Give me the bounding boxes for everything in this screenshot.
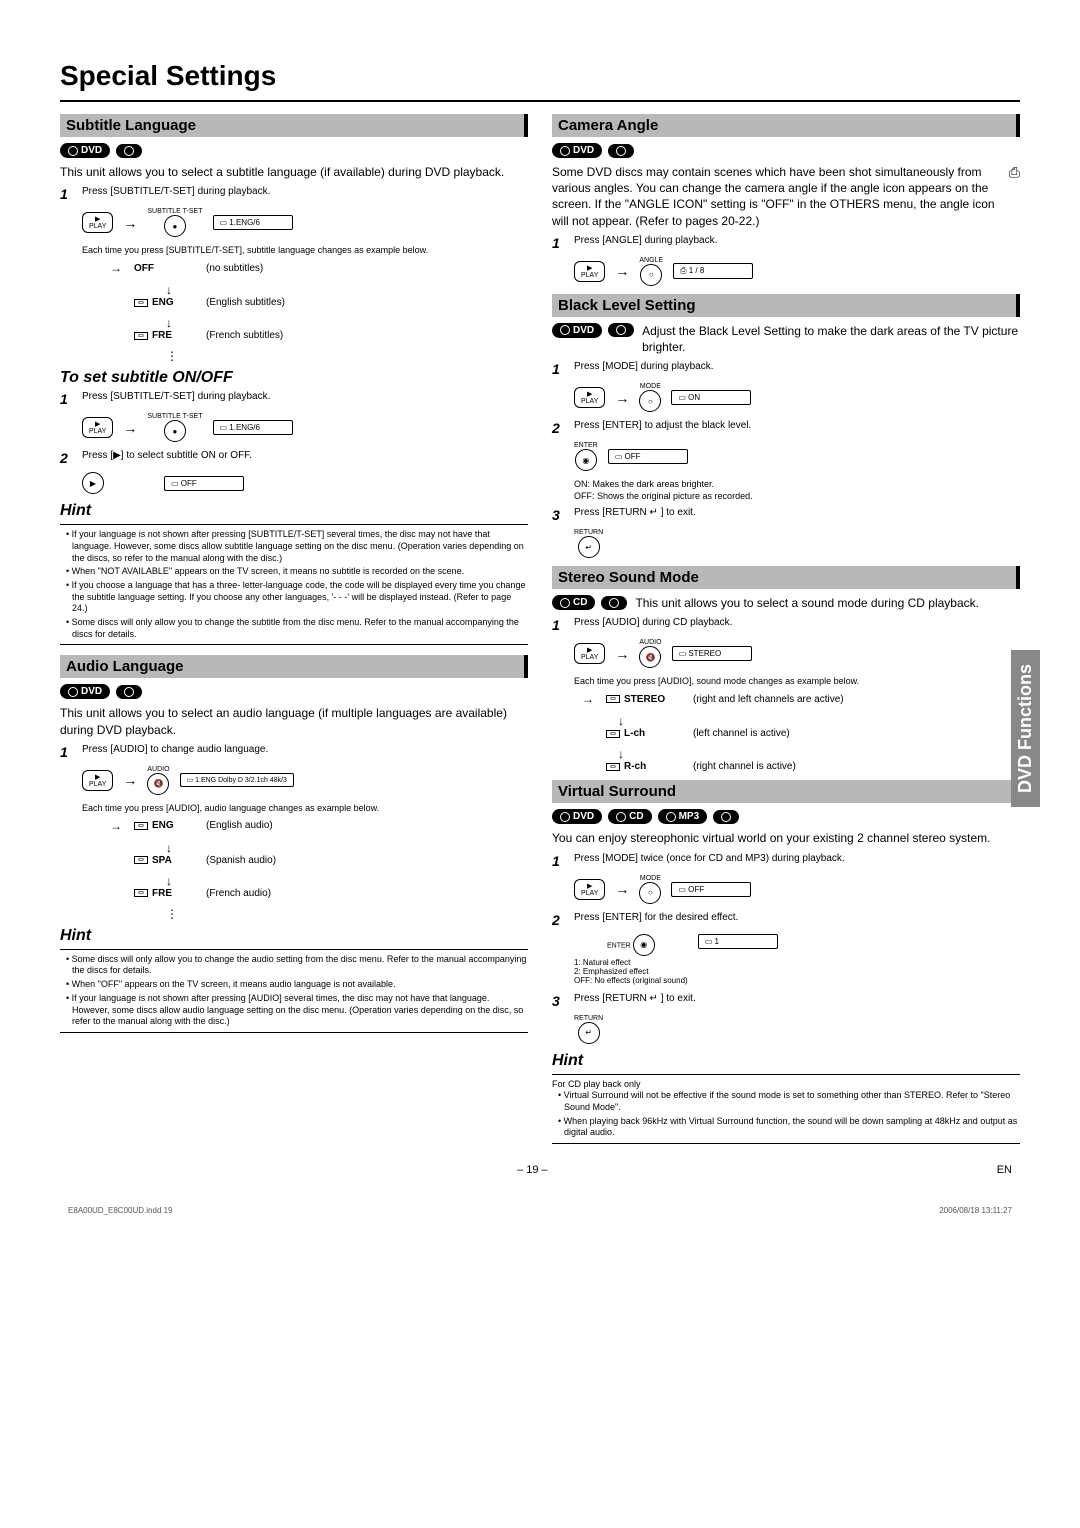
subtitle-lead: This unit allows you to select a subtitl… bbox=[60, 164, 528, 180]
badge-cd: CD bbox=[552, 595, 595, 610]
diagram-camera: ▶PLAY → ANGLE○ ⎙ 1 / 8 bbox=[574, 257, 1020, 286]
diagram-subtitle-1: ▶PLAY → SUBTITLE T-SET● ▭ 1.ENG/6 bbox=[82, 208, 528, 237]
page-footer: – 19 – EN bbox=[60, 1164, 1020, 1176]
return-button-icon: ↵ bbox=[578, 536, 600, 558]
title-rule bbox=[60, 100, 1020, 102]
section-stereo: Stereo Sound Mode bbox=[552, 566, 1020, 589]
hint-heading: Hint bbox=[552, 1052, 1020, 1070]
subtitle-cycle-note: Each time you press [SUBTITLE/T-SET], su… bbox=[82, 245, 528, 255]
step-num-1: 1 bbox=[60, 186, 74, 202]
osd-display: ▭ 1.ENG/6 bbox=[213, 215, 293, 230]
hint-heading: Hint bbox=[60, 502, 528, 520]
virtual-lead: You can enjoy stereophonic virtual world… bbox=[552, 830, 1020, 846]
section-virtual: Virtual Surround bbox=[552, 780, 1020, 803]
badge-disc-icon bbox=[116, 144, 142, 158]
page-number: – 19 – bbox=[517, 1164, 548, 1176]
lang-code: EN bbox=[997, 1164, 1012, 1176]
badge-dvd: DVD bbox=[60, 143, 110, 158]
print-meta: E8A00UD_E8C00UD.indd 19 2006/08/18 13:11… bbox=[60, 1206, 1020, 1215]
subtitle-hint: If your language is not shown after pres… bbox=[60, 529, 528, 640]
sidebar-tab: DVD Functions bbox=[1011, 650, 1040, 807]
subtitle-onoff-head: To set subtitle ON/OFF bbox=[60, 369, 528, 387]
diagram-audio: ▶PLAY → AUDIO🔇 ▭ 1.ENG Dolby D 3/2.1ch 4… bbox=[82, 766, 528, 795]
right-arrow-button-icon: ▶ bbox=[82, 472, 104, 494]
audio-options: →▭ENG(English audio) ↓ ▭SPA(Spanish audi… bbox=[110, 819, 528, 921]
left-column: Subtitle Language DVD This unit allows y… bbox=[60, 114, 528, 1148]
section-audio-language: Audio Language bbox=[60, 655, 528, 678]
badge-disc-icon bbox=[116, 685, 142, 699]
subtitle-options: →OFF(no subtitles) ↓ ▭ENG(English subtit… bbox=[110, 261, 528, 363]
right-column: Camera Angle DVD Some DVD discs may cont… bbox=[552, 114, 1020, 1148]
audio-lead: This unit allows you to select an audio … bbox=[60, 705, 528, 737]
angle-icon: ⎙ bbox=[1009, 164, 1020, 235]
enter-button-icon: ◉ bbox=[575, 449, 597, 471]
audio-button-icon: 🔇 bbox=[147, 773, 169, 795]
black-lead: Adjust the Black Level Setting to make t… bbox=[642, 323, 1020, 355]
step-text: Press [SUBTITLE/T-SET] during playback. bbox=[82, 186, 528, 197]
virtual-hint: For CD play back only Virtual Surround w… bbox=[552, 1079, 1020, 1139]
page-title: Special Settings bbox=[60, 60, 1020, 92]
stereo-options: →▭STEREO(right and left channels are act… bbox=[582, 692, 1020, 772]
diagram-subtitle-3: ▶ ▭ OFF bbox=[82, 472, 528, 494]
badge-dvd: DVD bbox=[60, 684, 110, 699]
subtitle-tset-button-icon: ● bbox=[164, 215, 186, 237]
angle-button-icon: ○ bbox=[640, 264, 662, 286]
section-subtitle-language: Subtitle Language bbox=[60, 114, 528, 137]
section-camera-angle: Camera Angle bbox=[552, 114, 1020, 137]
hint-heading: Hint bbox=[60, 927, 528, 945]
audio-cycle-note: Each time you press [AUDIO], audio langu… bbox=[82, 803, 528, 813]
camera-lead: Some DVD discs may contain scenes which … bbox=[552, 164, 1003, 229]
section-black-level: Black Level Setting bbox=[552, 294, 1020, 317]
mode-button-icon: ○ bbox=[639, 390, 661, 412]
play-button-icon: ▶PLAY bbox=[82, 212, 113, 233]
diagram-subtitle-2: ▶PLAY → SUBTITLE T-SET● ▭ 1.ENG/6 bbox=[82, 413, 528, 442]
audio-hint: Some discs will only allow you to change… bbox=[60, 954, 528, 1028]
stereo-lead: This unit allows you to select a sound m… bbox=[635, 595, 1020, 611]
